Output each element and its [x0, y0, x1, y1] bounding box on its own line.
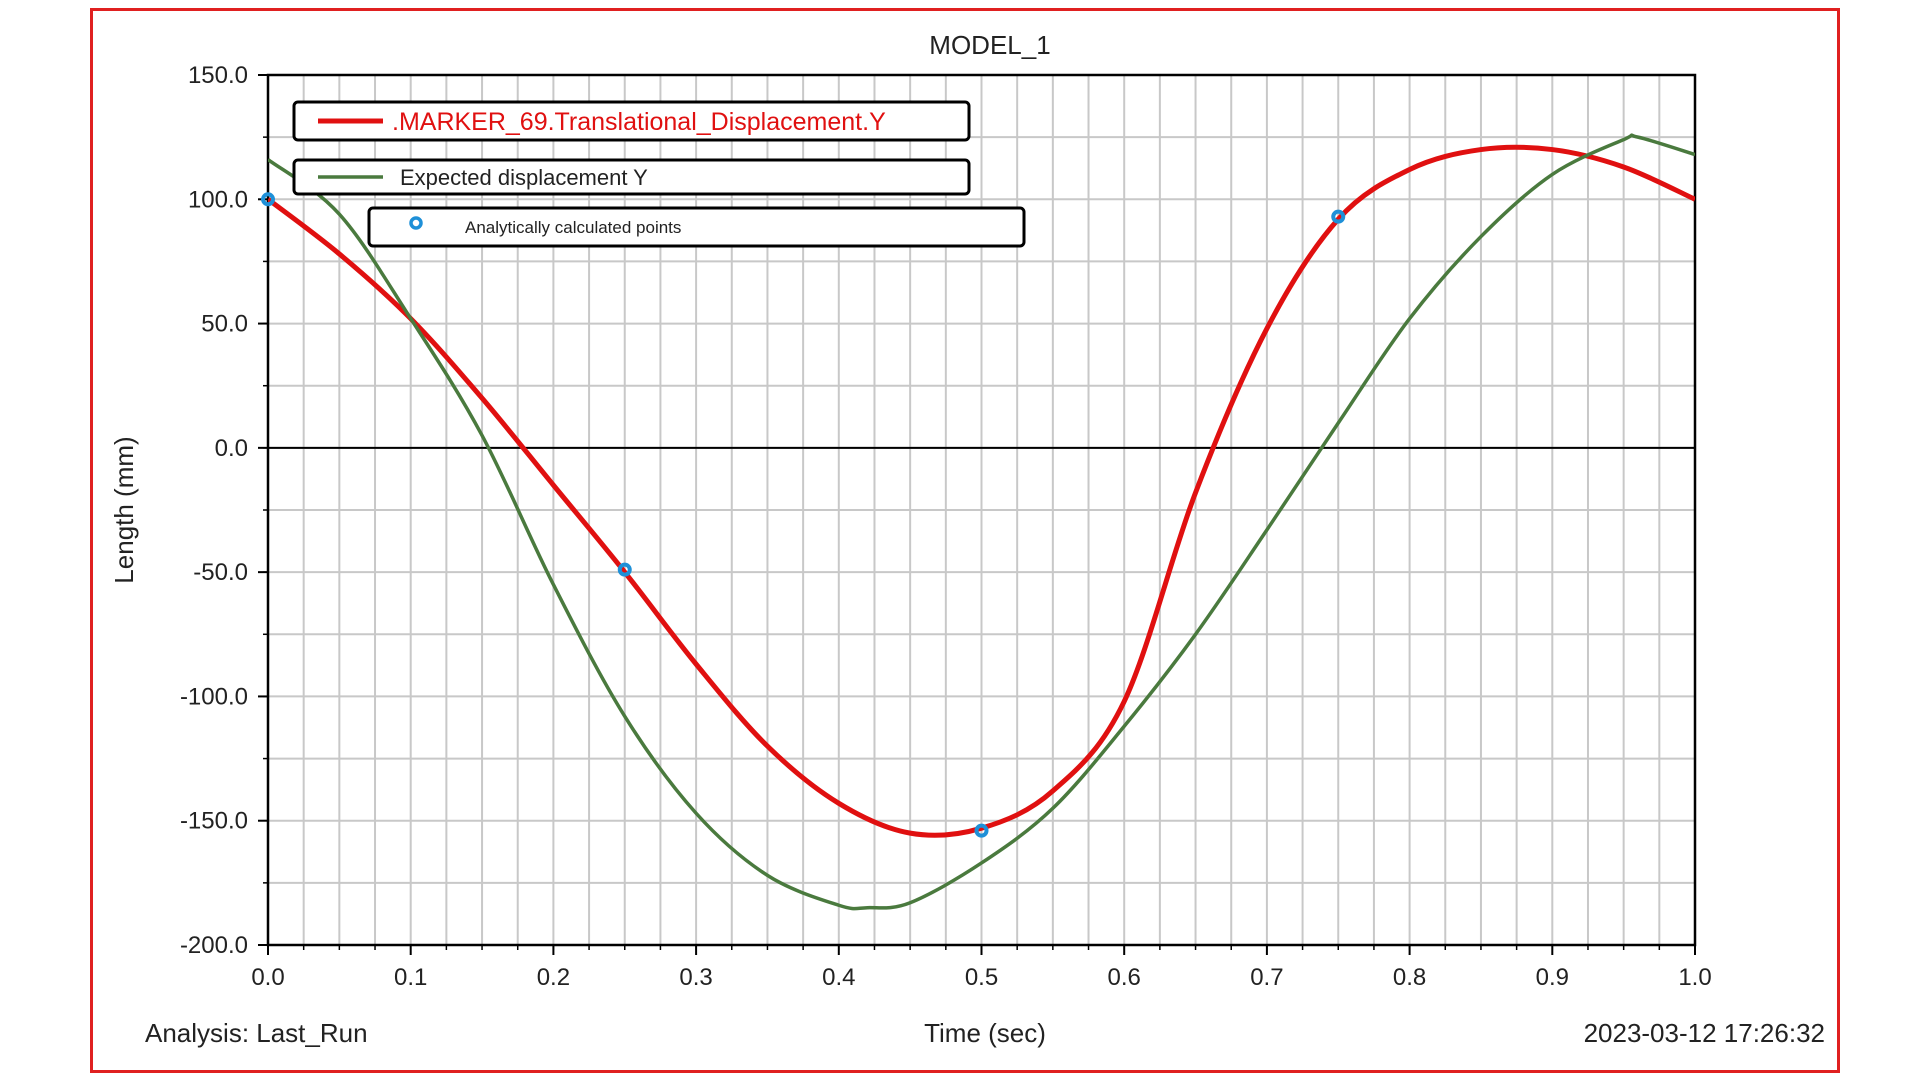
- y-tick-label: 100.0: [188, 186, 248, 213]
- y-tick-label: -150.0: [180, 808, 248, 835]
- data-point-marker: [1331, 209, 1346, 224]
- legend-label: Expected displacement Y: [400, 165, 648, 190]
- x-tick-label: 0.5: [965, 964, 998, 991]
- y-tick-label: -200.0: [180, 932, 248, 959]
- x-tick-label: 0.9: [1536, 964, 1569, 991]
- series-line-0: [268, 144, 1695, 838]
- y-tick-label: 50.0: [201, 311, 248, 338]
- legend: .MARKER_69.Translational_Displacement.Y E…: [292, 100, 1026, 248]
- timestamp-label: 2023-03-12 17:26:32: [1584, 1018, 1825, 1048]
- y-tick-label: -50.0: [193, 559, 248, 586]
- x-tick-label: 0.7: [1250, 964, 1283, 991]
- legend-box: [292, 100, 971, 142]
- x-tick-label: 1.0: [1678, 964, 1711, 991]
- legend-box: [367, 206, 1026, 248]
- legend-swatch-marker: [409, 216, 423, 230]
- x-tick-label: 0.4: [822, 964, 855, 991]
- x-tick-label: 0.1: [394, 964, 427, 991]
- chart-title: MODEL_1: [929, 30, 1050, 60]
- data-point-marker: [617, 562, 632, 577]
- x-tick-label: 0.6: [1108, 964, 1141, 991]
- x-axis-label: Time (sec): [924, 1018, 1046, 1048]
- axes: 0.0 0.1 0.2 0.3 0.4 0.5 0.6 0.7 0.8 0.9 1.0 150.0 10…: [180, 62, 1712, 991]
- analysis-label: Analysis: Last_Run: [145, 1018, 368, 1048]
- data-point-marker: [261, 192, 275, 207]
- y-axis-label: Length (mm): [109, 436, 139, 583]
- y-tick-label: -100.0: [180, 683, 248, 710]
- grid: [267, 74, 1696, 946]
- x-tick-label: 0.8: [1393, 964, 1426, 991]
- x-tick-label: 0.3: [679, 964, 712, 991]
- data-point-marker: [974, 823, 989, 838]
- legend-label: Analytically calculated points: [465, 218, 681, 237]
- series-layer: [261, 133, 1695, 911]
- series-line-1: [268, 133, 1695, 911]
- y-tick-label: 150.0: [188, 62, 248, 89]
- x-tick-label: 0.2: [537, 964, 570, 991]
- x-tick-label: 0.0: [251, 964, 284, 991]
- legend-label: .MARKER_69.Translational_Displacement.Y: [392, 108, 886, 136]
- legend-box: [292, 158, 971, 196]
- y-tick-label: 0.0: [215, 435, 248, 462]
